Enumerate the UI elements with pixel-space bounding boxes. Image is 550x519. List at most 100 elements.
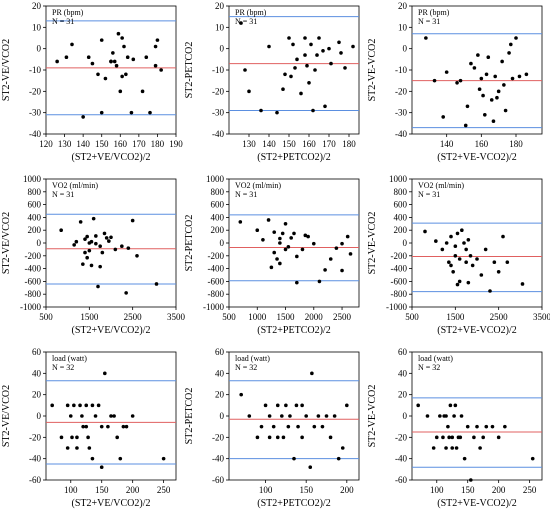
data-point	[292, 456, 296, 461]
data-point	[293, 66, 297, 70]
data-point	[310, 371, 314, 376]
data-point	[328, 435, 333, 440]
data-point	[291, 42, 295, 47]
x-tick-label: 150	[461, 485, 475, 495]
y-tick-label: -40	[395, 454, 407, 464]
data-point	[85, 234, 89, 239]
panel-n-label: N = 31	[52, 190, 74, 199]
data-point	[312, 424, 317, 429]
data-point	[238, 220, 243, 224]
data-point	[425, 414, 430, 418]
data-point	[447, 260, 451, 264]
data-point	[78, 403, 82, 408]
data-point	[93, 414, 98, 418]
data-point	[476, 53, 480, 57]
y-tick-label: 40	[398, 368, 408, 378]
data-point	[129, 110, 134, 115]
data-point	[124, 72, 128, 77]
data-point	[100, 250, 105, 255]
x-axis-title: (ST2+VE/VCO2)/2	[72, 498, 151, 509]
y-tick-label: -600	[208, 276, 225, 286]
data-point	[261, 238, 265, 242]
panel-variable-label: VO2 (ml/min)	[418, 181, 464, 190]
data-point	[280, 231, 285, 236]
data-point	[477, 87, 482, 91]
y-tick-label: -20	[212, 432, 224, 442]
data-point	[503, 108, 508, 113]
y-tick-label: -30	[212, 108, 224, 118]
y-tick-label: -1000	[203, 302, 224, 312]
data-point	[135, 254, 139, 258]
y-tick-label: 600	[211, 200, 225, 210]
data-point	[275, 110, 279, 115]
data-point	[458, 435, 463, 440]
x-tick-label: 180	[342, 139, 356, 149]
y-tick-label: -30	[29, 108, 41, 118]
bland-altman-panel: 500 1500 2500 3500 -1000 -800 -600 -400 -200 0 200…	[0, 173, 186, 346]
data-point	[83, 237, 87, 241]
data-point	[509, 42, 513, 47]
plot-area	[45, 178, 177, 308]
data-point	[441, 115, 445, 119]
data-point	[154, 282, 159, 286]
data-point	[306, 234, 310, 239]
data-point	[481, 93, 485, 98]
y-tick-label: -600	[25, 276, 42, 286]
data-point	[112, 59, 117, 64]
data-point	[300, 403, 304, 408]
data-point	[259, 108, 263, 113]
data-point	[275, 403, 280, 408]
data-point	[90, 456, 95, 461]
data-point	[438, 414, 442, 418]
data-point	[275, 257, 279, 261]
data-point	[463, 123, 468, 128]
panel-n-label: N = 32	[418, 363, 440, 372]
data-point	[287, 36, 291, 40]
y-tick-label: -20	[29, 432, 41, 442]
x-tick-label: 160	[475, 139, 489, 149]
data-point	[118, 456, 123, 461]
x-tick-label: 1500	[277, 312, 296, 322]
data-point	[87, 248, 92, 253]
y-tick-label: -200	[391, 251, 408, 261]
data-point	[454, 446, 459, 450]
data-point	[503, 424, 507, 429]
bland-altman-plot: 500 1500 2500 3500 -1000 -800 -600 -400 -200 0 200…	[367, 174, 550, 336]
data-point	[65, 446, 70, 450]
data-point	[505, 260, 510, 264]
data-point	[106, 424, 110, 429]
bland-altman-panel: 100 150 200 -60 -40 -20 0 20 40 60 load (watt) N = …	[183, 346, 366, 519]
y-tick-label: -200	[25, 251, 42, 261]
y-tick-label: -10	[395, 65, 407, 75]
y-tick-label: 800	[28, 187, 42, 197]
x-tick-label: 2500	[333, 312, 352, 322]
data-point	[125, 55, 130, 59]
data-point	[316, 414, 321, 418]
data-point	[94, 241, 98, 246]
data-point	[107, 239, 111, 243]
x-tick-label: 170	[322, 139, 336, 149]
y-tick-label: 800	[394, 187, 408, 197]
x-tick-label: 1500	[446, 312, 465, 322]
data-point	[475, 257, 479, 261]
data-point	[320, 424, 325, 429]
data-point	[324, 414, 329, 418]
data-point	[510, 76, 515, 81]
data-point	[465, 424, 470, 429]
y-tick-label: -800	[391, 289, 408, 299]
panel-n-label: N = 32	[235, 363, 257, 372]
x-tick-label: 140	[440, 139, 454, 149]
data-point	[289, 74, 293, 79]
y-tick-label: 20	[32, 1, 42, 11]
y-tick-label: 20	[398, 1, 408, 11]
data-point	[340, 446, 345, 450]
data-point	[87, 446, 92, 450]
data-point	[457, 279, 462, 284]
y-tick-label: -40	[395, 129, 407, 139]
data-point	[153, 63, 158, 68]
bland-altman-panel: 100 150 200 250 -60 -40 -20 0 20 40 60 load (watt) N…	[0, 346, 183, 519]
data-point	[466, 280, 471, 285]
data-point	[103, 76, 108, 81]
data-point	[75, 446, 79, 450]
x-tick-label: 160	[302, 139, 316, 149]
